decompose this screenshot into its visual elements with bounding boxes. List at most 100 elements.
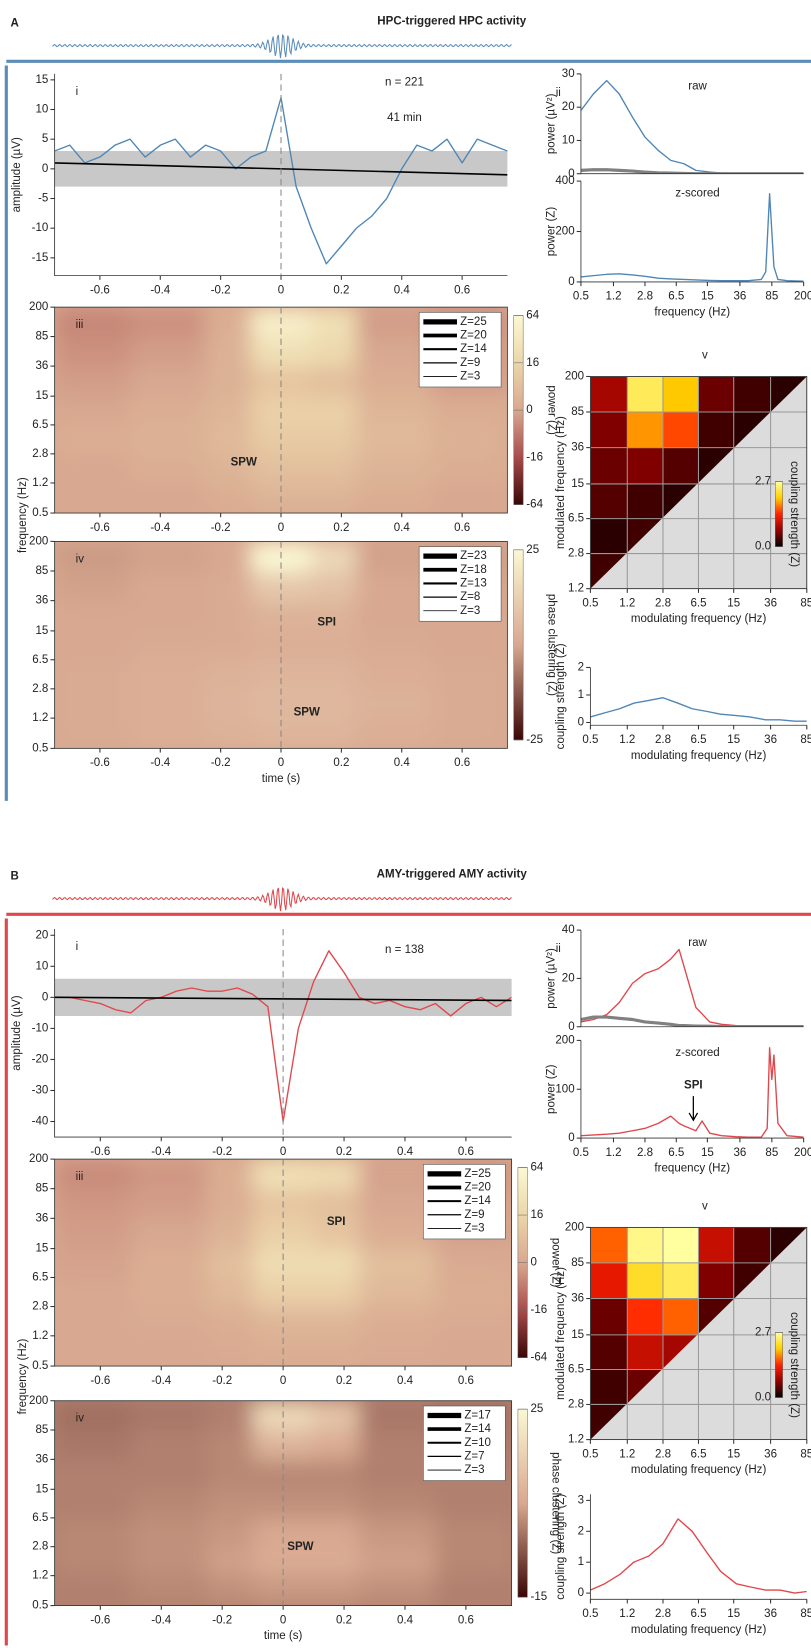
heatmap-cell — [359, 1335, 436, 1367]
x-tick-label: -0.4 — [151, 1614, 171, 1626]
colorbar-tick-label: 16 — [526, 357, 539, 369]
x-tick-label: 0.5 — [582, 597, 598, 609]
colorbar-label: coupling strength (Z) — [788, 461, 800, 567]
heatmap-cell — [130, 1459, 208, 1490]
heatmap-cell — [590, 483, 628, 520]
y-tick-label: 3 — [578, 1494, 584, 1506]
x-tick-label: -0.2 — [211, 284, 231, 296]
x-tick-label: 200 — [794, 1147, 811, 1159]
colorbar-label: coupling strength (Z) — [788, 1312, 800, 1418]
y-tick-label: 15 — [35, 390, 48, 402]
heatmap-cell — [435, 1248, 512, 1278]
y-tick-label: 36 — [35, 1453, 48, 1465]
axis-line — [589, 667, 807, 726]
heatmap-cell — [359, 1575, 436, 1606]
waveform-icon — [52, 33, 512, 59]
annotation: SPW — [287, 1541, 313, 1553]
x-axis-label: modulating frequency (Hz) — [631, 1624, 767, 1636]
subplot-title: raw — [688, 81, 707, 93]
colorbar-tick-label: 0 — [531, 1257, 537, 1269]
heatmap-cell — [359, 1489, 436, 1519]
heatmap-cell — [206, 1218, 254, 1250]
y-tick-label: -15 — [32, 252, 49, 264]
x-tick-label: 0.5 — [582, 1608, 598, 1620]
x-tick-label: 1.2 — [619, 597, 635, 609]
x-tick-label: 0 — [278, 284, 284, 296]
x-tick-label: -0.2 — [212, 1146, 232, 1158]
heatmap-cell — [130, 1306, 208, 1337]
x-tick-label: 15 — [727, 734, 740, 746]
arrow — [688, 1096, 699, 1122]
heatmap-cell — [627, 1262, 664, 1300]
colorbar-tick-label: -16 — [526, 451, 543, 463]
x-tick-label: 0.6 — [458, 1614, 474, 1626]
x-tick-label: 0.4 — [397, 1375, 414, 1387]
heatmap-cell — [356, 630, 433, 661]
x-tick-label: 1.2 — [619, 1608, 635, 1620]
annotation: SPW — [231, 457, 257, 469]
heatmap-cell — [359, 1306, 436, 1337]
heatmap-cell — [431, 659, 508, 690]
panel-title: AMY-triggered AMY activity — [377, 868, 528, 880]
heatmap-cell — [313, 1277, 360, 1308]
x-tick-label: 0 — [278, 522, 284, 534]
colorbar-tick-label: -15 — [531, 1591, 548, 1603]
heatmap-cell — [313, 1546, 360, 1577]
y-tick-label: 1.2 — [32, 712, 48, 724]
heatmap-cell — [313, 1517, 360, 1548]
heatmap-cell — [313, 1188, 360, 1219]
heatmap-cell — [54, 396, 131, 426]
heatmap-cell — [206, 1459, 254, 1490]
annotation: SPW — [294, 707, 320, 719]
legend-label: Z=3 — [460, 371, 480, 383]
y-tick-label: 200 — [565, 1221, 584, 1233]
y-axis-label: modulated frequency (Hz) — [555, 1267, 567, 1400]
heatmap-cell — [54, 1218, 132, 1250]
y-tick-label: 30 — [562, 68, 575, 80]
y-tick-label: 5 — [42, 133, 48, 145]
heatmap-cell — [431, 396, 508, 426]
heatmap-cell — [130, 600, 207, 632]
x-tick-label: -0.6 — [90, 1614, 110, 1626]
y-tick-label: 1.2 — [32, 1570, 48, 1582]
x-tick-label: 0.4 — [394, 522, 411, 534]
y-tick-label: 1.2 — [32, 1330, 48, 1342]
colorbar-tick-label: -64 — [526, 499, 543, 511]
y-tick-label: 1 — [578, 689, 584, 701]
heatmap-cell — [627, 411, 664, 449]
x-tick-label: 0 — [280, 1146, 286, 1158]
x-tick-label: -0.4 — [150, 757, 170, 769]
data-line — [590, 1518, 807, 1594]
heatmap-cell — [313, 1306, 360, 1337]
y-tick-label: 0.5 — [32, 1600, 48, 1612]
y-axis-label: coupling strength (Z) — [555, 1494, 567, 1600]
heatmap-cell — [627, 1227, 664, 1264]
heatmap-cell — [54, 1400, 132, 1431]
heatmap-cell — [54, 1306, 132, 1337]
panel-sublabel: iii — [76, 1171, 84, 1183]
y-tick-label: 15 — [35, 1243, 48, 1255]
heatmap-cell — [54, 453, 131, 484]
heatmap-cell — [54, 688, 131, 719]
colorbar-label: power (Z) — [545, 385, 557, 435]
legend-label: Z=3 — [464, 1222, 484, 1234]
heatmap-cell — [359, 1248, 436, 1278]
legend-label: Z=10 — [464, 1437, 491, 1449]
data-line — [580, 948, 804, 1027]
heatmap-cell — [54, 718, 131, 749]
y-axis-label: power (µV²) — [546, 93, 558, 154]
heatmap-cell — [356, 453, 433, 484]
heatmap-cell — [130, 1575, 208, 1606]
x-tick-label: 15 — [727, 1448, 740, 1460]
heatmap-cell — [431, 424, 508, 455]
heatmap-cell — [206, 1517, 254, 1548]
heatmap-cell — [252, 1248, 315, 1278]
heatmap-cell — [205, 570, 252, 602]
x-tick-label: 0.6 — [458, 1375, 474, 1387]
heatmap-cell — [311, 307, 358, 338]
heatmap-cell — [435, 1306, 512, 1337]
heatmap-cell — [250, 396, 312, 426]
heatmap-cell — [54, 1575, 132, 1606]
heatmap-cell — [130, 396, 207, 426]
